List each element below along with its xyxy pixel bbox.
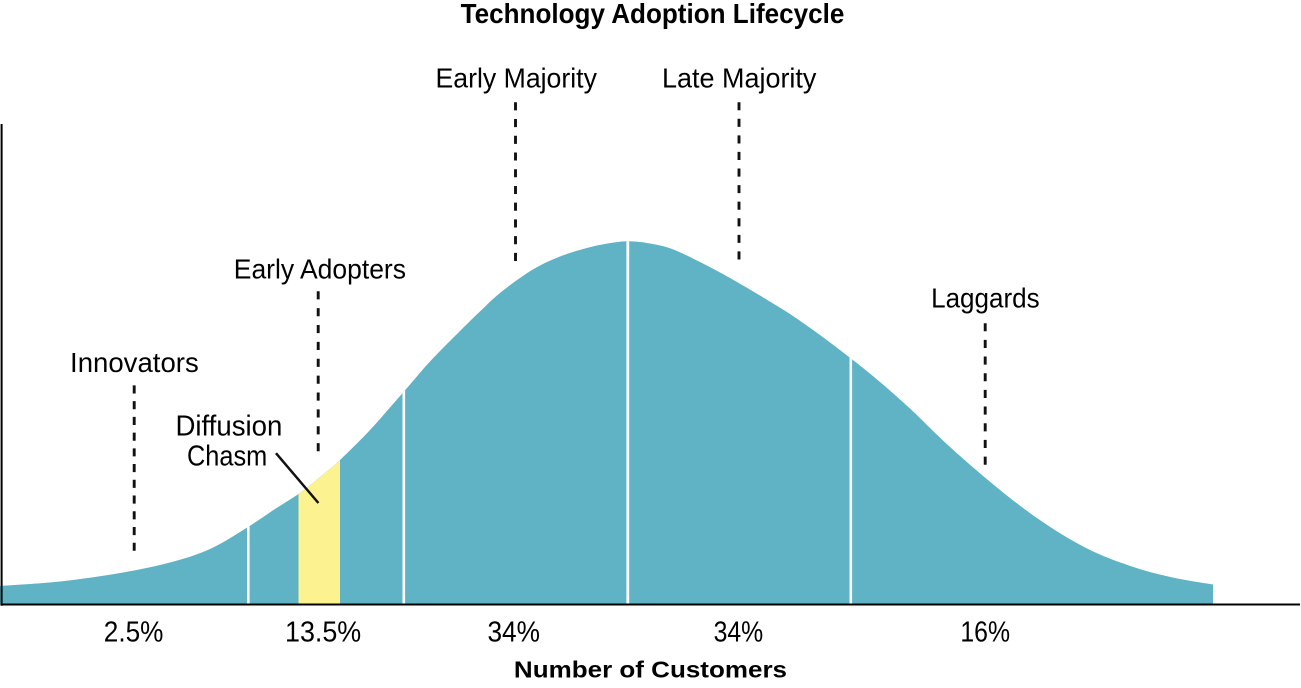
svg-text:Early Adopters: Early Adopters: [234, 253, 406, 284]
svg-text:Chasm: Chasm: [187, 441, 267, 473]
svg-text:13.5%: 13.5%: [285, 617, 361, 649]
svg-text:Laggards: Laggards: [931, 283, 1040, 314]
svg-text:Late Majority: Late Majority: [662, 62, 817, 93]
svg-text:Early Majority: Early Majority: [436, 62, 598, 93]
svg-text:Number of Customers: Number of Customers: [514, 656, 787, 682]
svg-text:Diffusion: Diffusion: [175, 411, 282, 443]
svg-text:Innovators: Innovators: [70, 347, 199, 378]
svg-text:34%: 34%: [487, 617, 540, 649]
svg-text:34%: 34%: [714, 617, 764, 649]
svg-text:2.5%: 2.5%: [104, 617, 164, 649]
svg-text:Technology Adoption Lifecycle: Technology Adoption Lifecycle: [461, 0, 845, 29]
svg-text:16%: 16%: [960, 617, 1010, 649]
